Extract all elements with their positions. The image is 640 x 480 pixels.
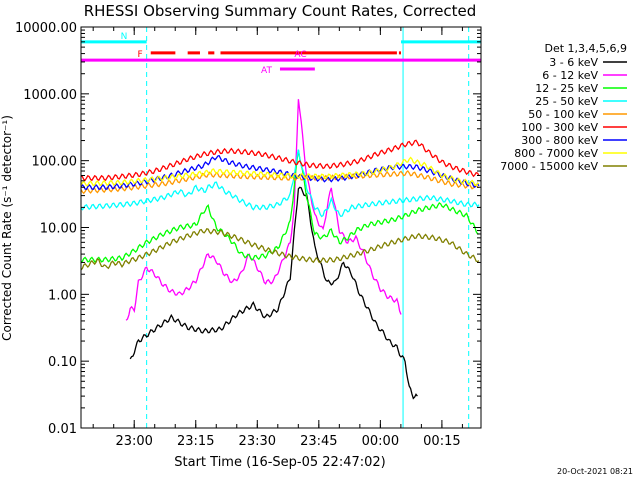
y-tick-label: 1000.00 bbox=[23, 88, 77, 103]
footer-date: 20-Oct-2021 08:21 bbox=[557, 467, 633, 476]
flag-bar-label: N bbox=[121, 32, 128, 42]
x-axis-ticks: 23:00 23:15 23:30 23:45 00:00 00:15 bbox=[92, 27, 463, 449]
y-axis-label: Corrected Count Rate (s⁻¹ detector⁻¹) bbox=[0, 115, 14, 341]
y-axis-ticks: 10000.00 1000.00 100.00 10.00 1.00 0.10 0.01 bbox=[15, 21, 481, 437]
flag-bar-label: AT bbox=[261, 66, 272, 76]
legend-entry-label: 6 - 12 keV bbox=[542, 69, 598, 82]
legend-title: Det 1,3,4,5,6,9 bbox=[544, 42, 627, 55]
legend-entry-label: 50 - 100 keV bbox=[528, 108, 598, 121]
y-tick-label: 0.01 bbox=[48, 422, 77, 437]
legend-entry-label: 100 - 300 keV bbox=[521, 121, 598, 134]
y-tick-label: 1.00 bbox=[48, 288, 77, 303]
series-line bbox=[80, 154, 480, 191]
y-tick-label: 10.00 bbox=[40, 222, 77, 237]
legend-entry-label: 12 - 25 keV bbox=[535, 82, 598, 95]
y-tick-label: 10000.00 bbox=[15, 21, 77, 36]
flag-bar-label: F bbox=[138, 50, 143, 60]
series-line bbox=[80, 139, 480, 182]
series-line bbox=[80, 170, 479, 195]
legend-entry-label: 25 - 50 keV bbox=[535, 95, 598, 108]
y-tick-label: 100.00 bbox=[32, 155, 78, 170]
x-tick-label: 23:00 bbox=[115, 434, 152, 449]
flag-bar-label: AC bbox=[294, 50, 306, 60]
legend-entry-label: 7000 - 15000 keV bbox=[500, 160, 598, 173]
series-line bbox=[80, 228, 480, 271]
series-line bbox=[80, 149, 480, 218]
series-line bbox=[129, 186, 418, 400]
legend-entry-label: 300 - 800 keV bbox=[521, 134, 598, 147]
series-lines bbox=[80, 99, 480, 400]
series-line bbox=[125, 99, 402, 321]
flag-bars: NF AC AT bbox=[81, 32, 481, 76]
legend-entry-label: 800 - 7000 keV bbox=[514, 147, 598, 160]
chart-title: RHESSI Observing Summary Count Rates, Co… bbox=[84, 2, 477, 20]
x-tick-label: 23:45 bbox=[300, 434, 337, 449]
x-axis-label: Start Time (16-Sep-05 22:47:02) bbox=[174, 455, 385, 470]
series-line bbox=[80, 149, 479, 263]
y-tick-label: 0.10 bbox=[48, 355, 77, 370]
legend-entry-label: 3 - 6 keV bbox=[549, 56, 598, 69]
x-tick-label: 23:30 bbox=[239, 434, 276, 449]
x-tick-label: 00:15 bbox=[423, 434, 460, 449]
series-line bbox=[80, 156, 480, 187]
x-tick-label: 00:00 bbox=[362, 434, 399, 449]
x-tick-label: 23:15 bbox=[177, 434, 214, 449]
